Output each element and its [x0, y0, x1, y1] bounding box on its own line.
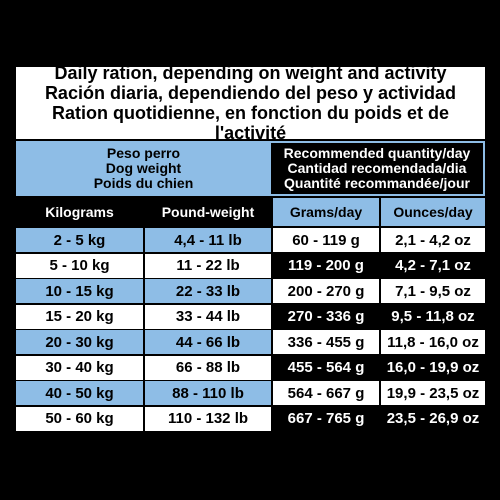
table-cell-pound-weight: 33 - 44 lb	[145, 304, 271, 329]
dog-weight-header: Peso perro Dog weight Poids du chien	[16, 141, 271, 196]
table-cell-pound-weight: 66 - 88 lb	[145, 355, 271, 380]
table-cell-kilograms: 30 - 40 kg	[16, 355, 143, 380]
quantity-header-es: Cantidad recomendada/dia	[287, 160, 467, 176]
table-cell-pound-weight: 4,4 - 11 lb	[145, 228, 271, 252]
weight-header-es: Peso perro	[106, 145, 181, 161]
table-cell-kilograms: 10 - 15 kg	[16, 279, 143, 303]
table-cell-grams-day: 564 - 667 g	[273, 381, 379, 405]
table-cell-ounces-day: 7,1 - 9,5 oz	[381, 279, 485, 303]
table-cell-ounces-day: 9,5 - 11,8 oz	[381, 304, 485, 329]
table-cell-grams-day: 60 - 119 g	[273, 228, 379, 252]
table-cell-ounces-day: 2,1 - 4,2 oz	[381, 228, 485, 252]
table-cell-pound-weight: 110 - 132 lb	[145, 406, 271, 431]
table-cell-grams-day: 336 - 455 g	[273, 330, 379, 354]
table-cell-pound-weight: 88 - 110 lb	[145, 381, 271, 405]
table-cell-ounces-day: 19,9 - 23,5 oz	[381, 381, 485, 405]
table-cell-kilograms: 40 - 50 kg	[16, 381, 143, 405]
column-header-grams-day: Grams/day	[273, 198, 379, 226]
table-cell-ounces-day: 11,8 - 16,0 oz	[381, 330, 485, 354]
table-cell-pound-weight: 11 - 22 lb	[145, 253, 271, 278]
table-cell-kilograms: 20 - 30 kg	[16, 330, 143, 354]
table-cell-grams-day: 667 - 765 g	[273, 406, 379, 431]
table-cell-kilograms: 5 - 10 kg	[16, 253, 143, 278]
table-cell-kilograms: 2 - 5 kg	[16, 228, 143, 252]
ration-table: Daily ration, depending on weight and ac…	[16, 63, 485, 434]
table-cell-grams-day: 455 - 564 g	[273, 355, 379, 380]
table-cell-ounces-day: 23,5 - 26,9 oz	[381, 406, 485, 431]
title-english: Daily ration, depending on weight and ac…	[54, 63, 447, 83]
title-spanish: Ración diaria, dependiendo del peso y ac…	[44, 83, 457, 103]
weight-header-fr: Poids du chien	[93, 175, 194, 191]
table-cell-grams-day: 200 - 270 g	[273, 279, 379, 303]
table-cell-ounces-day: 4,2 - 7,1 oz	[381, 253, 485, 278]
column-header-kilograms: Kilograms	[16, 198, 143, 226]
recommended-quantity-header: Recommended quantity/day Cantidad recome…	[271, 141, 485, 196]
table-cell-kilograms: 50 - 60 kg	[16, 406, 143, 431]
table-cell-ounces-day: 16,0 - 19,9 oz	[381, 355, 485, 380]
table-cell-grams-day: 270 - 336 g	[273, 304, 379, 329]
column-header-ounces-day: Ounces/day	[381, 198, 485, 226]
table-cell-grams-day: 119 - 200 g	[273, 253, 379, 278]
quantity-header-fr: Quantité recommandée/jour	[284, 175, 470, 191]
title-french: Ration quotidienne, en fonction du poids…	[52, 103, 449, 143]
table-cell-kilograms: 15 - 20 kg	[16, 304, 143, 329]
column-header-pound-weight: Pound-weight	[145, 198, 271, 226]
weight-header-en: Dog weight	[105, 160, 182, 176]
table-cell-pound-weight: 44 - 66 lb	[145, 330, 271, 354]
table-cell-pound-weight: 22 - 33 lb	[145, 279, 271, 303]
quantity-header-en: Recommended quantity/day	[283, 145, 471, 161]
table-title: Daily ration, depending on weight and ac…	[16, 63, 485, 143]
